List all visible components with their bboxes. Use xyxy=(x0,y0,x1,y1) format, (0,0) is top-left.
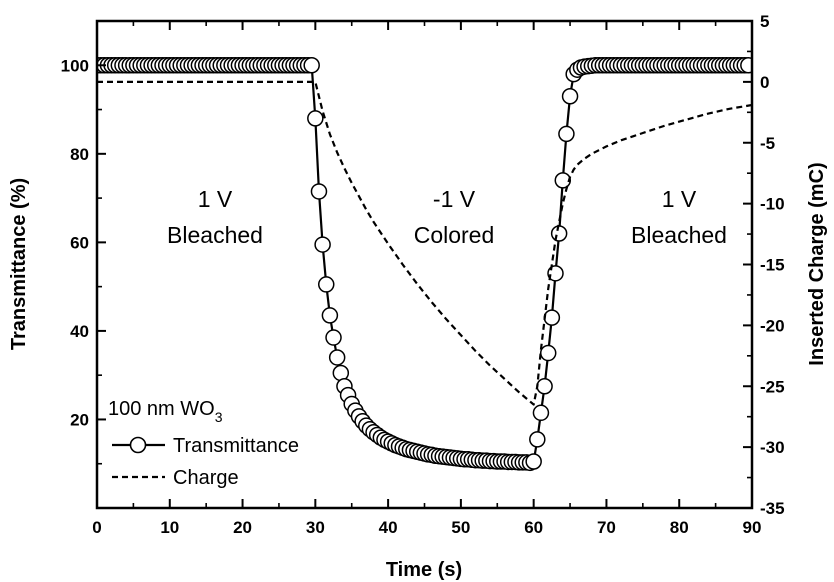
region-state-label: Bleached xyxy=(167,222,263,248)
x-tick-label: 80 xyxy=(670,518,689,537)
y-axis-right-title: Inserted Charge (mC) xyxy=(806,162,828,365)
legend-title: 100 nm WO3 xyxy=(108,398,223,425)
region-state-label: Bleached xyxy=(631,222,727,248)
data-point xyxy=(303,57,320,74)
x-tick-label: 10 xyxy=(160,518,179,537)
legend-charge-label: Charge xyxy=(173,467,239,489)
data-point xyxy=(554,172,572,189)
y-left-tick-label: 80 xyxy=(70,145,89,164)
y-right-tick-label: -10 xyxy=(760,195,785,214)
x-tick-label: 60 xyxy=(524,518,543,537)
data-point xyxy=(321,307,339,324)
data-point xyxy=(561,88,579,105)
y-right-tick-label: -35 xyxy=(760,499,785,518)
y-left-tick-label: 100 xyxy=(61,56,89,75)
series-layer xyxy=(97,57,752,472)
y-right-tick-label: -5 xyxy=(760,134,775,153)
x-tick-label: 70 xyxy=(597,518,616,537)
data-point xyxy=(532,404,550,422)
data-point xyxy=(740,57,752,74)
region-voltage-label: -1 V xyxy=(433,186,476,212)
data-point xyxy=(539,344,557,362)
region-annotation: 1 V Bleached xyxy=(631,186,727,248)
region-annotation: -1 V Colored xyxy=(414,186,495,248)
y-right-tick-label: -25 xyxy=(760,377,785,396)
y-left-tick-label: 40 xyxy=(70,322,89,341)
data-point xyxy=(558,125,575,143)
y-right-tick-label: -20 xyxy=(760,316,785,335)
y-axis-right: 5 0 -5 -10 -15 -20 -25 -30 -35 xyxy=(743,12,785,518)
series-charge xyxy=(97,80,752,406)
region-annotation: 1 V Bleached xyxy=(167,186,263,248)
data-point xyxy=(318,276,335,293)
y-right-tick-label: 5 xyxy=(760,12,769,31)
data-point xyxy=(314,236,331,253)
data-point xyxy=(325,329,342,346)
series-line-charge xyxy=(97,80,752,406)
legend: 100 nm WO3 Transmittance Charge xyxy=(108,398,299,489)
series-transmittance xyxy=(97,57,752,472)
region-state-label: Colored xyxy=(414,222,495,248)
y-left-tick-label: 20 xyxy=(70,410,89,429)
x-axis: 0 10 20 30 40 50 60 70 80 90 xyxy=(92,21,761,537)
data-point xyxy=(536,378,553,395)
legend-transmittance-label: Transmittance xyxy=(173,435,299,457)
data-point xyxy=(328,349,346,366)
y-right-tick-label: -15 xyxy=(760,256,785,275)
data-point xyxy=(307,110,324,127)
x-axis-title: Time (s) xyxy=(386,559,462,581)
x-tick-label: 20 xyxy=(233,518,252,537)
x-tick-label: 0 xyxy=(92,518,101,537)
y-right-tick-label: 0 xyxy=(760,73,769,92)
data-point xyxy=(529,431,546,448)
data-point xyxy=(550,225,568,242)
x-tick-label: 90 xyxy=(743,518,762,537)
legend-transmittance-marker xyxy=(129,436,147,454)
data-point xyxy=(525,453,542,470)
data-point xyxy=(543,309,561,326)
y-axis-left: 20 40 60 80 100 xyxy=(61,20,106,465)
data-point xyxy=(310,183,328,200)
y-left-tick-label: 60 xyxy=(70,233,89,252)
region-annotations: 1 V Bleached -1 V Colored 1 V Bleached xyxy=(167,186,727,248)
y-right-tick-label: -30 xyxy=(760,438,785,457)
x-tick-label: 30 xyxy=(306,518,325,537)
x-tick-label: 40 xyxy=(379,518,398,537)
region-voltage-label: 1 V xyxy=(198,186,233,212)
y-axis-left-title: Transmittance (%) xyxy=(8,178,30,350)
region-voltage-label: 1 V xyxy=(662,186,697,212)
x-tick-label: 50 xyxy=(451,518,470,537)
